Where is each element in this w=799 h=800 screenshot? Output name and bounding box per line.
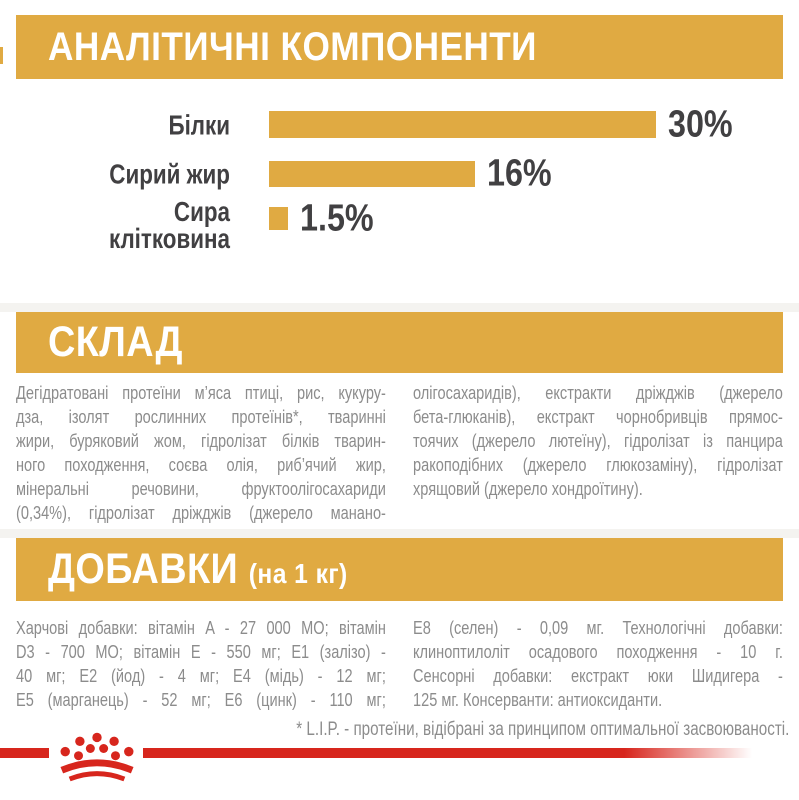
text-line: Харчові добавки: вітамін A - 27 000 МО; … <box>16 617 386 638</box>
text-line: тоячих (джерело лютеїну), гідролізат із … <box>413 430 783 451</box>
additives-column-right: E8 (селен) - 0,09 мг. Технологічні добав… <box>413 616 783 712</box>
left-edge-accent <box>0 47 3 64</box>
additives-header: ДОБАВКИ (на 1 кг) <box>16 538 783 601</box>
chart-row: Сирий жир 16% <box>0 152 799 196</box>
lip-footnote: * L.I.P. - протеїни, відібрані за принци… <box>295 719 789 740</box>
text-line: мінеральні речовини, фруктоолігосахариди <box>16 478 386 499</box>
chart-category-label: Білки <box>168 109 230 141</box>
text-line: клиноптилоліт осадового походження - 10 … <box>413 641 783 662</box>
text-line: дза, ізолят рослинних протеїнів*, тварин… <box>16 406 386 427</box>
chart-category-label: Сира клітковина <box>108 196 230 254</box>
section-divider-strip <box>0 303 799 312</box>
additives-title: ДОБАВКИ (на 1 кг) <box>48 545 348 594</box>
text-line: хрящовий (джерело хондроїтину). <box>413 478 643 499</box>
text-line: 40 мг; E2 (йод) - 4 мг; E4 (мідь) - 12 м… <box>16 665 386 686</box>
chart-bar <box>269 111 656 138</box>
text-line: (0,34%), гідролізат дріжджів (джерело ма… <box>16 502 386 523</box>
composition-header: СКЛАД <box>16 312 783 373</box>
section-title-text: СКЛАД <box>48 318 183 366</box>
composition-title: СКЛАД <box>48 318 183 367</box>
text-line: E5 (марганець) - 52 мг; E6 (цинк) - 110 … <box>16 689 386 710</box>
section-title-text: ДОБАВКИ <box>48 545 239 593</box>
composition-column-right: олігосахаридів), екстракти дріжджів (дже… <box>413 381 783 501</box>
text-line: бета-глюканів), екстракт чорнобривців пр… <box>413 406 783 427</box>
analytical-components-title: АНАЛІТИЧНІ КОМПОНЕНТИ <box>48 25 537 70</box>
text-line: Сенсорні добавки: екстракт юки Шидигера … <box>413 665 783 686</box>
chart-value-label: 1.5% <box>300 197 374 240</box>
logo-background-notch <box>49 743 143 763</box>
text-line: D3 - 700 МО; вітамін E - 550 мг; E1 (зал… <box>16 641 386 662</box>
text-line: ракоподібних (джерело глюкозаміну), гідр… <box>413 454 783 475</box>
text-line: олігосахаридів), екстракти дріжджів (дже… <box>413 382 783 403</box>
chart-row: Сира клітковина 1.5% <box>0 196 799 254</box>
section-divider-strip <box>0 529 799 538</box>
text-line: ного походження, соєва олія, риб’ячий жи… <box>16 454 386 475</box>
text-line: 125 мг. Консерванти: антиоксиданти. <box>413 689 663 710</box>
composition-column-left: Дегідратовані протеїни м’яса птиці, рис,… <box>16 381 386 525</box>
chart-bar <box>269 207 288 230</box>
text-line: Дегідратовані протеїни м’яса птиці, рис,… <box>16 382 386 403</box>
text-line: E8 (селен) - 0,09 мг. Технологічні добав… <box>413 617 783 638</box>
footer-divider-line <box>0 748 752 758</box>
additives-column-left: Харчові добавки: вітамін A - 27 000 МО; … <box>16 616 386 712</box>
analytical-components-header: АНАЛІТИЧНІ КОМПОНЕНТИ <box>16 15 783 79</box>
additives-subtitle: (на 1 кг) <box>248 558 348 589</box>
chart-value-label: 30% <box>668 103 733 146</box>
chart-row: Білки 30% <box>0 103 799 147</box>
text-line: жири, буряковий жом, гідролізат білків т… <box>16 430 386 451</box>
chart-value-label: 16% <box>487 152 552 195</box>
royal-canin-crown-icon <box>60 732 134 782</box>
chart-category-label: Сирий жир <box>109 158 230 190</box>
chart-bar <box>269 161 475 187</box>
section-title-text: АНАЛІТИЧНІ КОМПОНЕНТИ <box>48 24 537 69</box>
